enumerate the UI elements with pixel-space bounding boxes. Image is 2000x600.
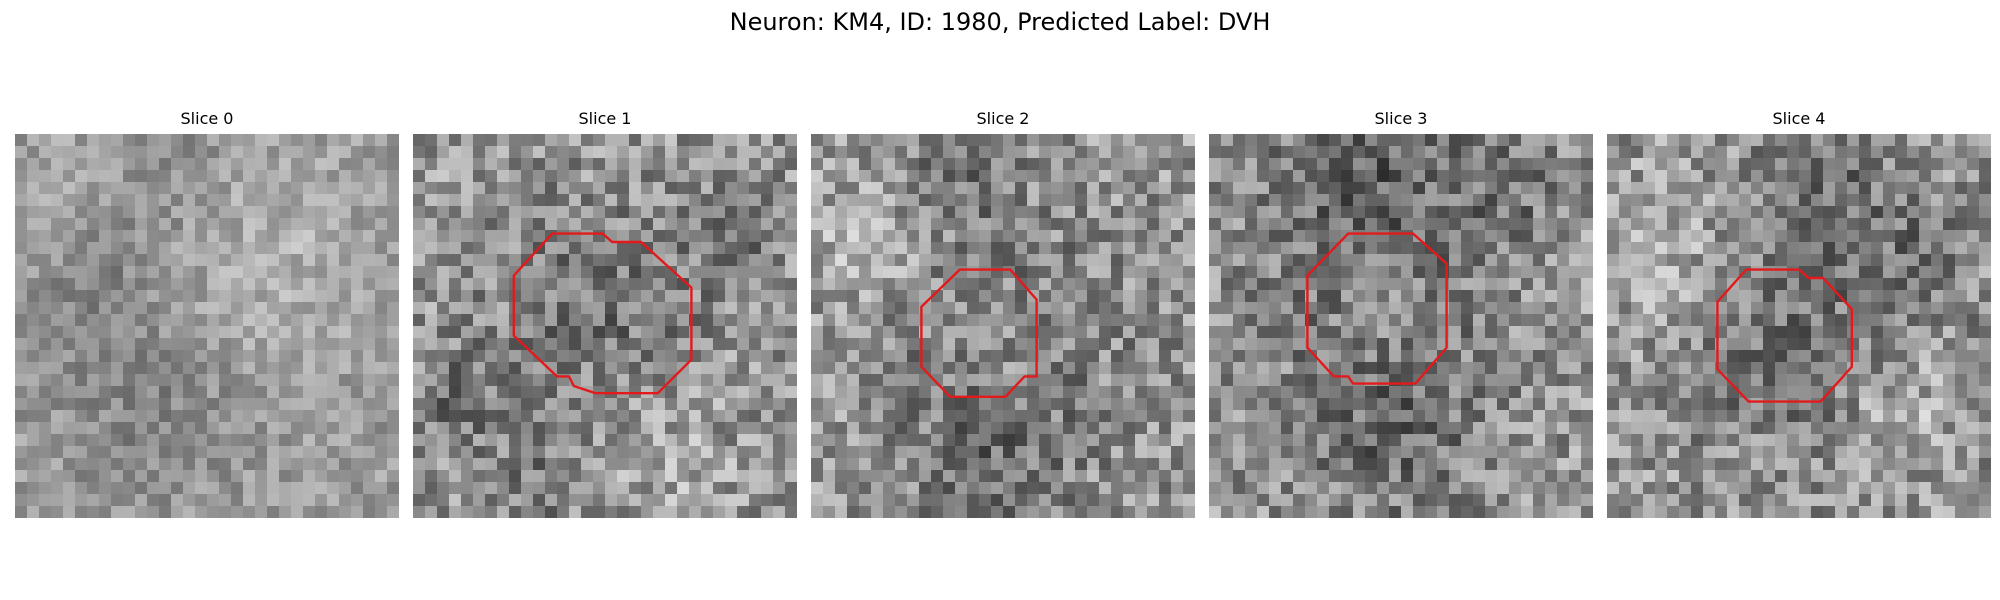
- roi-outline: [512, 232, 693, 395]
- roi-outline: [1306, 232, 1448, 385]
- slice-title: Slice 1: [578, 109, 632, 128]
- figure-title: Neuron: KM4, ID: 1980, Predicted Label: …: [729, 8, 1271, 36]
- slice-image: [413, 134, 797, 518]
- slice-image: [811, 134, 1195, 518]
- pixel-grid: [811, 134, 1195, 518]
- slice-title: Slice 4: [1772, 109, 1826, 128]
- slice-title: Slice 2: [976, 109, 1030, 128]
- slice-image: [15, 134, 399, 518]
- pixel-grid: [1209, 134, 1593, 518]
- pixel-grid: [1607, 134, 1991, 518]
- pixel-grid: [15, 134, 399, 518]
- slice-title: Slice 0: [180, 109, 234, 128]
- slice-title: Slice 3: [1374, 109, 1428, 128]
- slice-image: [1209, 134, 1593, 518]
- slice-image: [1607, 134, 1991, 518]
- roi-outline: [1716, 268, 1853, 403]
- roi-outline: [920, 268, 1038, 398]
- pixel-grid: [413, 134, 797, 518]
